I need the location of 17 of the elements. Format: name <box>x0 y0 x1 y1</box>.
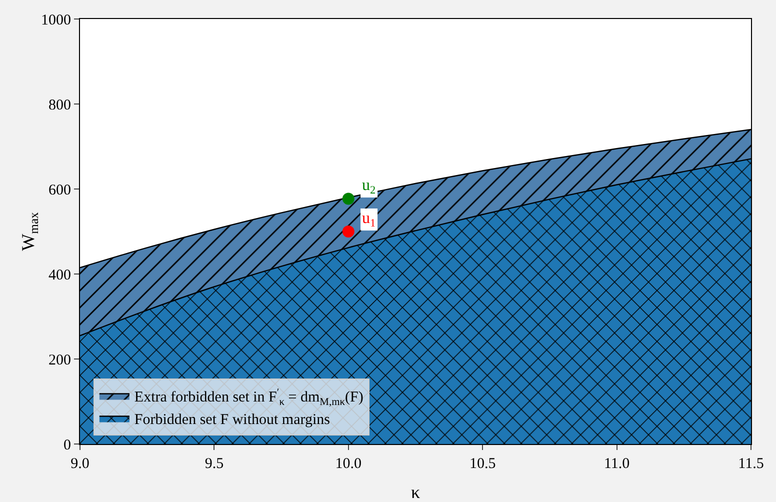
x-tick-label: 11.5 <box>738 456 764 472</box>
y-tick-label: 800 <box>48 97 71 114</box>
y-tick-label: 0 <box>64 437 71 454</box>
y-tick-label: 600 <box>48 182 71 198</box>
x-tick-label: 9.0 <box>70 456 90 472</box>
series-label: u$_{2}$ <box>362 177 376 196</box>
legend-label: Extra forbidden set in F$^{′}$$_{κ}$ = dm$_{M,mκ}$(F) <box>134 387 364 408</box>
x-tick-label: 9.5 <box>204 456 224 472</box>
series-label: u$_{1}$ <box>362 210 376 230</box>
x-tick-label: 10.5 <box>469 456 496 472</box>
x-tick-label: 11.0 <box>604 456 630 472</box>
x-axis-title: κ <box>410 482 420 502</box>
y-tick-label: 200 <box>48 352 71 368</box>
legend-label: Forbidden set F without margins <box>134 412 330 428</box>
y-tick-label: 400 <box>48 267 71 284</box>
x-tick-label: 10.0 <box>335 456 362 472</box>
y-tick-label: 1000 <box>41 12 71 28</box>
